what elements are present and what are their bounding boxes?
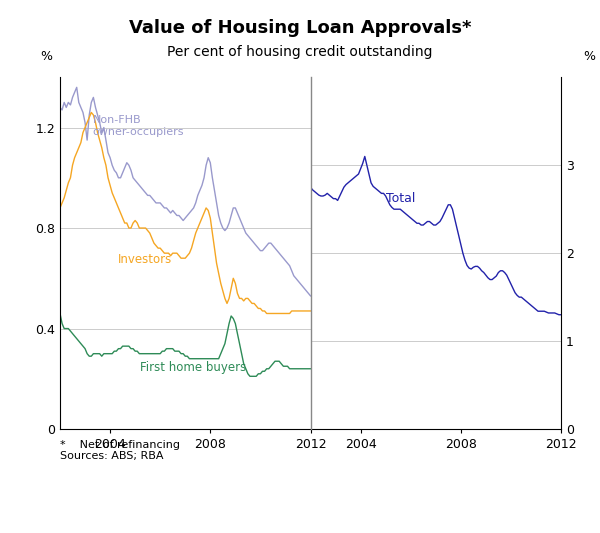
Text: Non-FHB
owner-occupiers: Non-FHB owner-occupiers <box>92 115 184 138</box>
Text: %: % <box>584 50 596 63</box>
Text: Value of Housing Loan Approvals*: Value of Housing Loan Approvals* <box>129 19 471 37</box>
Text: *    Net of refinancing
Sources: ABS; RBA: * Net of refinancing Sources: ABS; RBA <box>60 440 180 462</box>
Text: Total: Total <box>386 192 415 205</box>
Text: Investors: Investors <box>118 253 172 266</box>
Text: Per cent of housing credit outstanding: Per cent of housing credit outstanding <box>167 45 433 59</box>
Text: First home buyers: First home buyers <box>140 361 247 374</box>
Text: %: % <box>40 50 52 63</box>
